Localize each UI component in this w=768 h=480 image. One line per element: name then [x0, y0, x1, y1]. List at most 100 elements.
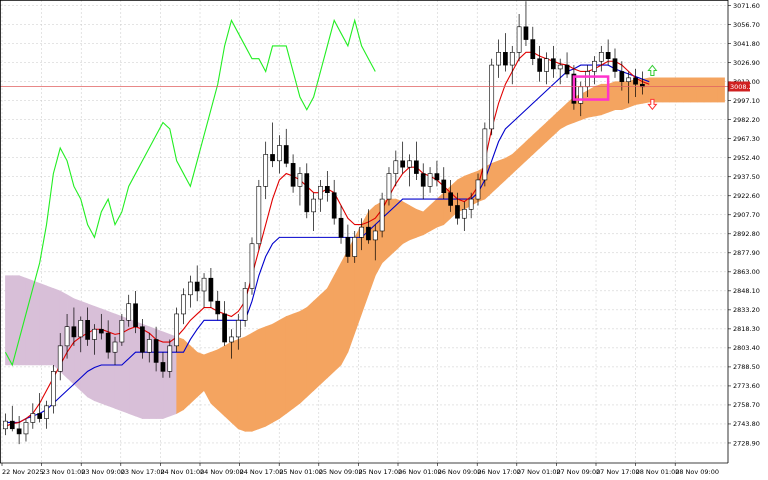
cloud-segment — [539, 121, 547, 149]
candle-body — [407, 160, 412, 168]
candle-body — [133, 303, 138, 328]
y-tick-label: 2997.10 — [733, 97, 760, 105]
x-tick-label: 24 Nov 01:00 — [160, 468, 204, 476]
candle-body — [461, 208, 467, 219]
y-tick-label: 3026.90 — [733, 59, 760, 67]
cloud-segment — [94, 305, 102, 404]
x-tick-label: 26 Nov 17:00 — [477, 468, 521, 476]
candle-body — [3, 420, 8, 430]
candle-body — [427, 173, 433, 187]
y-tick-label: 2728.90 — [733, 439, 760, 447]
candle-body — [290, 163, 296, 187]
cloud-segment — [416, 208, 424, 238]
cloud-segment — [621, 81, 629, 111]
candle-body — [160, 362, 166, 372]
cloud-segment — [46, 285, 54, 366]
cloud-segment — [333, 262, 342, 373]
candle-body — [57, 345, 63, 372]
x-tick-label: 27 Nov 09:00 — [556, 468, 600, 476]
cloud-segment — [217, 345, 225, 417]
candle-body — [16, 428, 22, 435]
candle-body — [441, 179, 447, 194]
candle-body — [359, 226, 364, 238]
candle-body — [420, 173, 426, 187]
candle-body — [71, 326, 77, 338]
y-tick-label: 2877.90 — [733, 249, 760, 257]
candle-body — [167, 345, 173, 372]
candle-body — [78, 320, 84, 338]
cloud-segment — [340, 249, 349, 366]
cloud-segment — [18, 275, 27, 366]
cloud-segment — [73, 298, 82, 392]
cloud-segment — [279, 315, 287, 420]
candle-body — [338, 217, 344, 238]
y-tick-label: 2907.70 — [733, 211, 760, 219]
candle-body — [64, 326, 70, 347]
candle-body — [605, 52, 611, 60]
x-tick-label: 23 Nov 01:00 — [42, 468, 86, 476]
cloud-segment — [696, 77, 705, 103]
candle-body — [140, 326, 145, 353]
candle-body — [366, 226, 371, 241]
candle-body — [523, 26, 529, 40]
x-tick-label: 22 Nov 2025 — [2, 468, 44, 476]
candle-body — [393, 160, 399, 174]
y-tick-label: 3056.70 — [733, 21, 760, 29]
candle-body — [37, 413, 43, 419]
x-tick-label: 26 Nov 01:00 — [398, 468, 442, 476]
candle-body — [482, 128, 488, 181]
candle-body — [229, 336, 234, 343]
candle-body — [23, 422, 29, 435]
candle-body — [146, 339, 152, 353]
y-tick-label: 2833.20 — [733, 306, 760, 314]
candle-body — [537, 58, 543, 72]
y-tick-label: 2758.70 — [733, 401, 760, 409]
cloud-segment — [655, 77, 664, 103]
candle-body — [468, 198, 474, 210]
cloud-segment — [676, 77, 684, 103]
x-tick-label: 27 Nov 01:00 — [517, 468, 561, 476]
candle-body — [112, 341, 118, 353]
kumo-cloud — [5, 77, 725, 432]
candle-body — [386, 173, 392, 200]
cloud-segment — [662, 77, 671, 103]
candle-body — [550, 58, 556, 70]
cloud-segment — [546, 115, 554, 143]
overlays — [0, 64, 728, 111]
cloud-segment — [717, 77, 725, 103]
candle-body — [242, 288, 248, 321]
candle-body — [372, 230, 378, 241]
cloud-segment — [251, 328, 260, 432]
cloud-segment — [244, 332, 253, 432]
candle-body — [297, 173, 303, 187]
candle-body — [585, 71, 590, 88]
cloud-segment — [409, 204, 417, 241]
candle-body — [516, 26, 522, 53]
candle-body — [270, 154, 275, 162]
y-tick-label: 2922.60 — [733, 192, 760, 200]
cloud-segment — [320, 287, 328, 385]
y-tick-label: 2892.80 — [733, 230, 760, 238]
cloud-segment — [32, 280, 40, 366]
y-tick-label: 2967.30 — [733, 135, 760, 143]
cloud-segment — [388, 198, 397, 258]
cloud-segment — [559, 102, 568, 130]
y-tick-label: 2788.50 — [733, 363, 760, 371]
cloud-segment — [210, 349, 219, 411]
cloud-segment — [429, 198, 438, 232]
candle-body — [208, 277, 214, 302]
cloud-segment — [101, 308, 109, 407]
candle-body — [85, 320, 90, 340]
candle-body — [626, 77, 632, 82]
candle-body — [530, 39, 536, 60]
cloud-segment — [285, 313, 294, 415]
cloud-segment — [587, 86, 595, 118]
cloud-segment — [231, 339, 239, 430]
candle-body — [592, 60, 597, 72]
candles — [3, 1, 645, 445]
cloud-segment — [162, 331, 171, 420]
cloud-segment — [292, 310, 301, 409]
candle-body — [215, 300, 221, 315]
